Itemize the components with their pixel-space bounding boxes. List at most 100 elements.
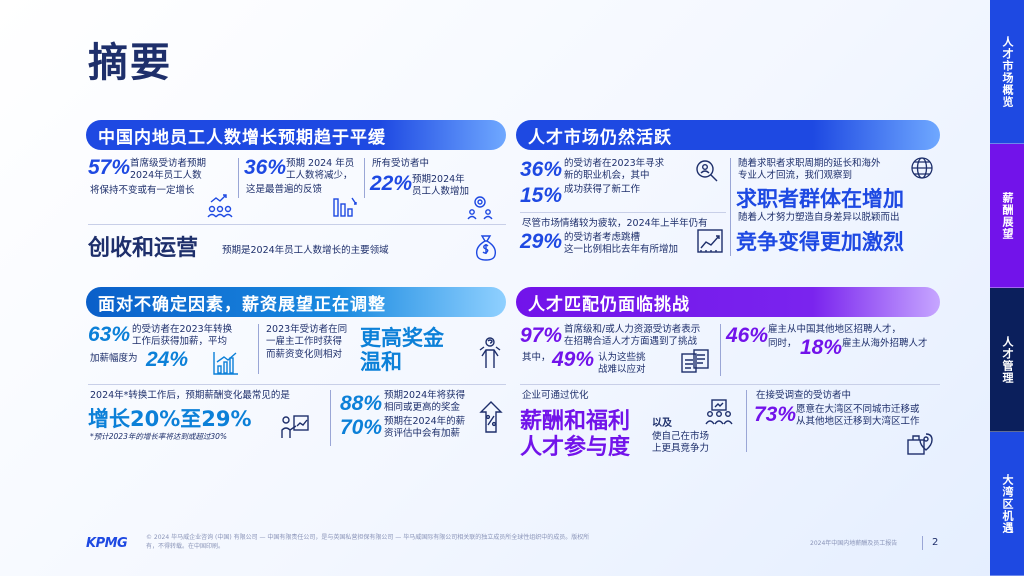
stat-49: 49% bbox=[552, 348, 595, 371]
stat-57: 57% bbox=[88, 156, 131, 179]
rising-chart-icon bbox=[697, 229, 723, 253]
lower-tail-a: 使自己在市场 bbox=[652, 431, 710, 442]
right-text-c: 随着人才努力塑造自身差异以脱颖而出 bbox=[738, 212, 900, 223]
person-money-icon bbox=[479, 337, 501, 368]
note-weak-sentiment: 尽管市场情绪较为疲软，2024年上半年仍有 bbox=[522, 218, 708, 229]
headline-moderate: 温和 bbox=[360, 350, 402, 374]
salary-growth-chart-icon bbox=[213, 352, 238, 375]
lower-text-optimize: 企业可通过优化 bbox=[522, 390, 589, 401]
stat-57-text-a: 首席级受访者预期 bbox=[130, 158, 207, 169]
lower-text-job-change: 2024年*转换工作后，预期薪酬变化最常见的是 bbox=[90, 390, 290, 401]
side-tab-salary[interactable]: 薪酬展望 bbox=[990, 144, 1024, 288]
stat-18-text: 雇主从海外招聘人才 bbox=[842, 338, 928, 349]
page-number: 2 bbox=[932, 537, 939, 548]
stat-88-text-a: 预期2024年将获得 bbox=[384, 390, 466, 401]
stat-70-text-b: 资评估中会有加薪 bbox=[384, 428, 461, 439]
stat-22-text-b: 员工人数增加 bbox=[412, 186, 470, 197]
stat-97-text-a: 首席级和/或人力资源受访者表示 bbox=[564, 324, 701, 335]
stat-36-job-seek: 36% bbox=[520, 158, 563, 181]
stat-70: 70% bbox=[340, 416, 383, 439]
headline-growth-20-29: 增长20%至29% bbox=[88, 407, 252, 431]
mid-text-a: 2023年受访者在同 bbox=[266, 324, 348, 335]
side-tab-talent-market[interactable]: 人才市场概览 bbox=[990, 0, 1024, 144]
job-search-icon bbox=[696, 160, 718, 182]
stat-63-text-a: 的受访者在2023年转换 bbox=[132, 324, 233, 335]
headline-higher-bonus: 更高奖金 bbox=[360, 326, 444, 350]
stat-49-text-b: 战难以应对 bbox=[598, 364, 646, 375]
stat-63: 63% bbox=[88, 323, 131, 346]
stat-46-text-a: 雇主从中国其他地区招聘人才， bbox=[768, 324, 902, 335]
stat-15: 15% bbox=[520, 184, 563, 207]
section-head-talent-market: 人才市场仍然活跃 bbox=[516, 120, 940, 150]
footer-report-name: 2024年中国内地薪酬及员工报告 bbox=[810, 540, 898, 547]
right-text-a: 随着求职者求职周期的延长和海外 bbox=[738, 158, 881, 169]
stat-88-text-b: 相同或更高的奖金 bbox=[384, 402, 461, 413]
side-tab-label: 薪酬展望 bbox=[1001, 191, 1014, 240]
presentation-growth-icon bbox=[281, 415, 309, 438]
side-tab-gba[interactable]: 大湾区机遇 bbox=[990, 432, 1024, 576]
side-nav: 人才市场概览 薪酬展望 人才管理 大湾区机遇 bbox=[990, 0, 1024, 576]
decline-chart-icon bbox=[333, 197, 357, 217]
stat-73-head: 在接受调查的受访者中 bbox=[756, 390, 852, 401]
mid-text-b: 一雇主工作时获得 bbox=[266, 336, 343, 347]
stat-57-text-b: 2024年员工人数 bbox=[130, 170, 202, 181]
stat-88: 88% bbox=[340, 392, 383, 415]
relocation-suitcase-icon bbox=[907, 433, 933, 455]
headline-job-seekers: 求职者群体在增加 bbox=[736, 187, 904, 211]
side-tab-talent-management[interactable]: 人才管理 bbox=[990, 288, 1024, 432]
stat-36-text-c: 这是最普遍的反馈 bbox=[246, 184, 323, 195]
headline-revenue-operations: 创收和运营 bbox=[88, 236, 199, 261]
lower-tail-b: 上更具竞争力 bbox=[652, 443, 710, 454]
stat-97-text-b: 在招聘合适人才方面遇到了挑战 bbox=[564, 336, 698, 347]
stat-46: 46% bbox=[726, 324, 769, 347]
section-head-headcount: 中国内地员工人数增长预期趋于平缓 bbox=[86, 120, 506, 150]
headline-revenue-note: 预期是2024年员工人数增长的主要领域 bbox=[222, 245, 389, 256]
right-text-b: 专业人才回流，我们观察到 bbox=[738, 170, 853, 181]
stat-29-text-a: 的受访者考虑跳槽 bbox=[564, 232, 641, 243]
mid-text-c: 而薪资变化则相对 bbox=[266, 349, 343, 360]
page-title: 摘要 bbox=[88, 40, 172, 86]
stat-46-text-b: 同时， bbox=[768, 338, 797, 349]
stat-57-text-c: 将保持不变或有一定增长 bbox=[90, 185, 195, 196]
headline-competition: 竞争变得更加激烈 bbox=[736, 230, 904, 254]
section-head-talent-matching: 人才匹配仍面临挑战 bbox=[516, 287, 940, 317]
stat-29: 29% bbox=[520, 230, 563, 253]
stat-36-seek-text-b: 新的职业机会，其中 bbox=[564, 170, 650, 181]
stat-63-text-c: 加薪幅度为 bbox=[90, 353, 138, 364]
team-meeting-icon bbox=[705, 399, 733, 425]
stat-49-text-a: 认为这些挑 bbox=[598, 352, 646, 363]
kpmg-logo: KPMG bbox=[86, 536, 128, 551]
stat-36-seek-text-a: 的受访者在2023年寻求 bbox=[564, 158, 665, 169]
stat-18: 18% bbox=[800, 336, 843, 359]
stat-63-text-b: 工作后获得加薪，平均 bbox=[132, 336, 228, 347]
stat-22-head: 所有受访者中 bbox=[372, 158, 430, 169]
lower-and: 以及 bbox=[652, 418, 672, 429]
team-gear-icon bbox=[467, 196, 493, 220]
stat-24: 24% bbox=[146, 348, 189, 371]
stat-36-text-b: 工人数将减少， bbox=[286, 170, 353, 181]
stat-29-text-b: 这一比例相比去年有所增加 bbox=[564, 244, 679, 255]
stat-73: 73% bbox=[754, 403, 797, 426]
documents-icon bbox=[681, 349, 709, 373]
globe-people-icon bbox=[911, 157, 933, 179]
stat-36-text-a: 预期 2024 年员 bbox=[286, 158, 355, 169]
footer-legal-a: © 2024 毕马威企业咨询 (中国) 有限公司 — 中国有限责任公司，是与英国… bbox=[146, 534, 590, 541]
stat-97-text-c: 其中， bbox=[522, 352, 551, 363]
side-tab-label: 大湾区机遇 bbox=[1001, 473, 1014, 534]
footer-legal-b: 有，不得转载。在中国印刷。 bbox=[146, 543, 225, 550]
stat-73-text-b: 从其他地区迁移到大湾区工作 bbox=[796, 416, 920, 427]
stat-22-text-a: 预期2024年 bbox=[412, 174, 465, 185]
headline-engagement: 人才参与度 bbox=[520, 435, 631, 460]
stat-70-text-a: 预期在2024年的薪 bbox=[384, 416, 466, 427]
stat-15-text: 成功获得了新工作 bbox=[564, 184, 641, 195]
side-tab-label: 人才管理 bbox=[1001, 335, 1014, 384]
stat-97: 97% bbox=[520, 324, 563, 347]
side-tab-label: 人才市场概览 bbox=[1001, 35, 1014, 108]
section-head-salary-outlook: 面对不确定因素，薪资展望正在调整 bbox=[86, 287, 506, 317]
stat-22: 22% bbox=[370, 172, 413, 195]
people-growth-icon bbox=[207, 194, 233, 218]
percent-arrow-up-icon bbox=[479, 401, 503, 433]
footnote-2023-growth: *预计2023年的增长率将达到或超过30% bbox=[90, 432, 228, 441]
stat-36-decrease: 36% bbox=[244, 156, 287, 179]
money-bag-icon bbox=[475, 235, 497, 261]
